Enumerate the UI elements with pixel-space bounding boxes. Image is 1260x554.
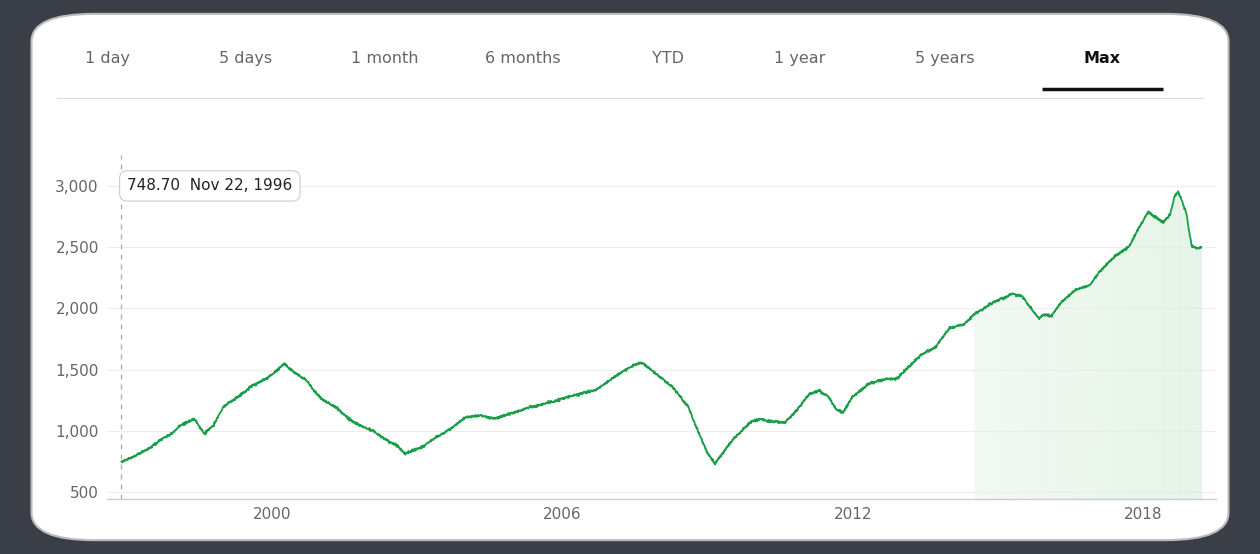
- Text: 5 days: 5 days: [219, 50, 272, 66]
- Text: 1 day: 1 day: [84, 50, 130, 66]
- Text: 1 year: 1 year: [775, 50, 825, 66]
- Text: 5 years: 5 years: [915, 50, 975, 66]
- FancyBboxPatch shape: [32, 14, 1228, 540]
- Text: YTD: YTD: [651, 50, 684, 66]
- Text: 1 month: 1 month: [350, 50, 418, 66]
- Text: 748.70  Nov 22, 1996: 748.70 Nov 22, 1996: [127, 178, 292, 193]
- Text: 6 months: 6 months: [485, 50, 561, 66]
- Text: Max: Max: [1084, 50, 1121, 66]
